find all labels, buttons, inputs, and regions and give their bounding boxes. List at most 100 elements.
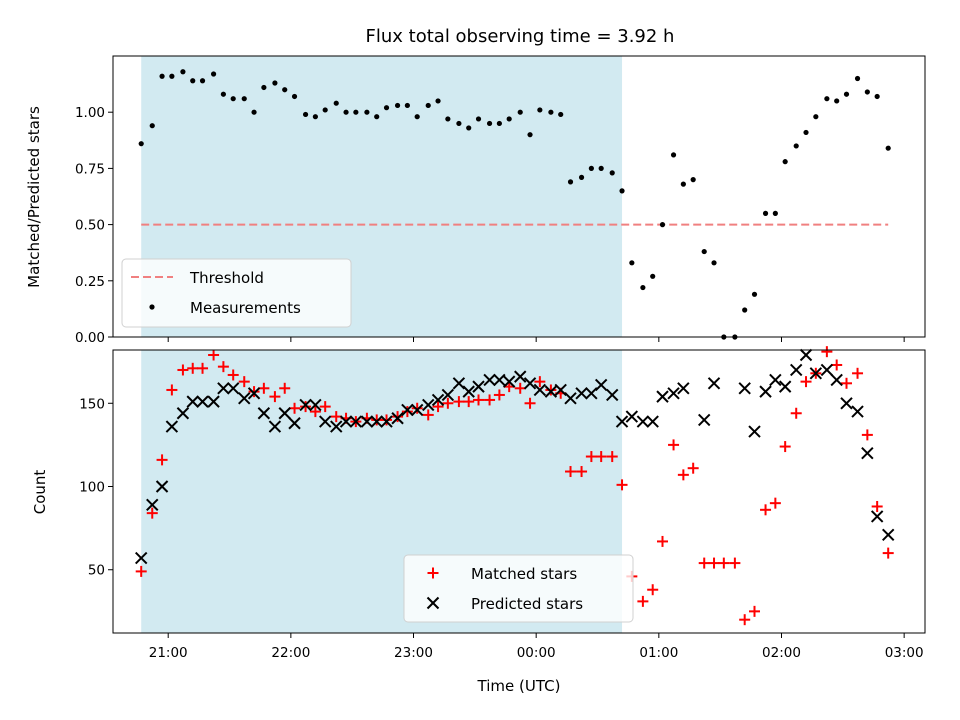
predicted-star-point <box>483 373 496 387</box>
predicted-star-point <box>268 420 282 433</box>
measurement-point <box>496 120 502 127</box>
measurement-point <box>854 75 861 82</box>
predicted-star-point <box>636 415 650 428</box>
measurement-point <box>834 98 840 104</box>
measurement-point <box>302 111 309 118</box>
legend-predicted-label: Predicted stars <box>471 595 583 613</box>
measurement-point <box>772 210 778 216</box>
predicted-star-point <box>238 392 251 405</box>
predicted-star-point <box>309 398 322 412</box>
matched-star-point <box>668 439 680 451</box>
matched-star-point <box>177 364 189 376</box>
matched-star-point <box>840 377 852 389</box>
matched-star-point <box>401 406 413 418</box>
predicted-star-point <box>585 387 598 400</box>
legend-threshold-label: Threshold <box>189 269 264 287</box>
ratio-ytick-label: 0.25 <box>75 274 105 290</box>
matched-star-point <box>565 466 577 478</box>
legend-measurements-label: Measurements <box>190 299 301 317</box>
matched-star-point <box>779 441 791 453</box>
predicted-star-point <box>370 415 383 428</box>
predicted-star-point <box>861 447 874 460</box>
count-ytick-label: 150 <box>79 396 105 412</box>
matched-star-point <box>769 497 781 509</box>
predicted-star-point <box>176 407 190 420</box>
measurement-point <box>650 273 656 279</box>
predicted-star-point <box>493 373 506 387</box>
predicted-star-point <box>299 398 312 412</box>
matched-star-point <box>698 557 710 569</box>
measurement-point <box>138 141 144 147</box>
matched-star-point <box>576 466 588 478</box>
predicted-star-point <box>667 387 680 400</box>
predicted-star-point <box>523 377 537 390</box>
measurement-point <box>251 109 257 115</box>
measurement-point <box>517 109 523 115</box>
matched-star-point <box>585 451 597 463</box>
measurement-point <box>609 170 615 176</box>
count-legend-box <box>403 554 634 623</box>
matched-star-point <box>135 565 147 577</box>
matched-star-point <box>422 409 434 421</box>
matched-star-point <box>442 397 454 409</box>
legend-predicted-swatch <box>426 596 440 610</box>
matched-star-point <box>248 386 260 398</box>
count-ytick-label: 100 <box>79 480 105 496</box>
matched-star-point <box>269 391 281 403</box>
predicted-star-point <box>380 415 393 428</box>
measurement-point <box>567 179 574 185</box>
matched-star-point <box>514 382 526 394</box>
predicted-star-point <box>247 387 261 400</box>
matched-star-point <box>473 394 485 406</box>
count-legend: Matched stars Predicted stars <box>403 554 634 623</box>
measurement-point <box>364 109 370 115</box>
predicted-star-point <box>625 410 639 423</box>
ratio-legend: Threshold Measurements <box>121 258 352 328</box>
predicted-star-point <box>646 415 659 428</box>
measurement-point <box>486 120 493 127</box>
legend-x-marker <box>426 596 440 610</box>
measurement-point <box>241 96 247 102</box>
x-axis-title: Time (UTC) <box>477 677 561 695</box>
predicted-star-point <box>544 385 558 398</box>
count-xtick-label: 03:00 <box>885 645 924 661</box>
measurement-point <box>394 102 401 109</box>
predicted-star-point <box>186 395 199 408</box>
matched-star-point <box>330 411 342 423</box>
measurement-point <box>414 114 420 120</box>
predicted-star-point <box>533 383 547 397</box>
measurement-point <box>466 125 472 131</box>
measurement-point <box>353 109 359 115</box>
predicted-star-point <box>155 480 169 493</box>
matched-star-point <box>258 382 270 394</box>
predicted-star-point <box>288 417 301 430</box>
matched-star-point <box>760 504 772 516</box>
matched-star-point <box>790 407 802 419</box>
predicted-star-point <box>606 388 619 402</box>
predicted-star-point <box>410 403 424 417</box>
predicted-stars-series <box>135 348 895 565</box>
matched-star-point <box>871 500 883 512</box>
measurement-point <box>475 116 482 122</box>
ratio-ytick-label: 1.00 <box>75 105 105 121</box>
chart-title: Flux total observing time = 3.92 h <box>366 26 675 47</box>
predicted-star-point <box>698 413 711 427</box>
measurement-point <box>291 93 298 100</box>
predicted-star-point <box>809 367 823 380</box>
legend-plus-marker <box>427 567 439 579</box>
ratio-x-ticks <box>167 337 905 342</box>
legend-matched-swatch <box>427 567 439 579</box>
predicted-star-point <box>431 393 445 407</box>
measurement-point <box>383 105 390 111</box>
predicted-star-point <box>564 392 577 405</box>
measurement-point <box>680 181 686 187</box>
measurement-point <box>180 69 186 75</box>
matched-star-point <box>637 595 649 607</box>
predicted-star-point <box>196 395 209 408</box>
matched-star-point <box>146 507 158 519</box>
matched-star-point <box>371 414 383 426</box>
measurement-point <box>527 132 533 138</box>
measurement-point <box>456 120 462 127</box>
measurement-point <box>742 307 748 313</box>
matched-star-point <box>657 535 669 547</box>
